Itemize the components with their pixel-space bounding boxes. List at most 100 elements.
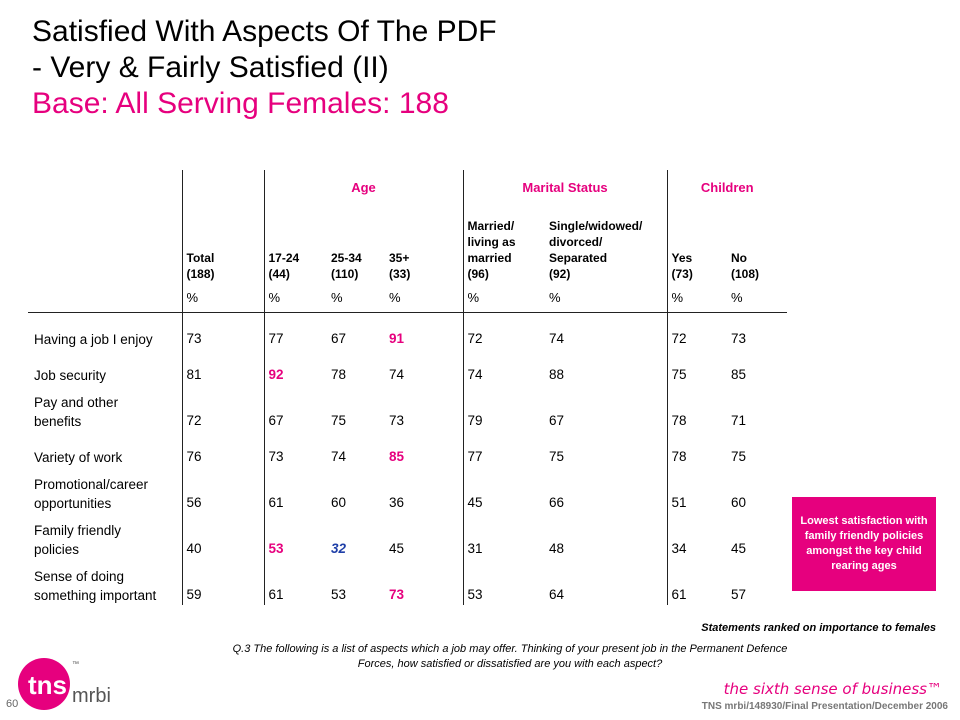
page-number: 60 (6, 698, 19, 710)
col-header-line: (92) (549, 267, 571, 281)
group-children: Children (666, 170, 787, 204)
table-cell: 60 (727, 467, 787, 513)
slide-title: Satisfied With Aspects Of The PDF - Very… (32, 14, 932, 122)
table-cell: 31 (462, 512, 545, 559)
cell-value: 31 (467, 540, 483, 556)
cell-value: 74 (467, 366, 483, 382)
table-cell: 57 (727, 559, 787, 605)
pct-label: % (327, 282, 385, 313)
table-row: Sense of doing something important 59 61 53 7… (28, 558, 787, 605)
cell-value: 61 (268, 586, 284, 602)
cell-value: 34 (671, 540, 687, 556)
table-cell: 75 (545, 431, 667, 467)
row-label-line: something important (34, 587, 157, 603)
title-base: Base: All Serving Females: 188 (32, 87, 449, 120)
col-header-line: (108) (731, 267, 760, 281)
logo-mrbi-text: mrbi (72, 685, 111, 707)
table-cell: 64 (545, 559, 667, 605)
col-header-line: (110) (331, 267, 359, 281)
cell-value: 73 (389, 586, 405, 602)
row-label: Having a job I enjoy (28, 313, 182, 349)
cell-value: 78 (331, 366, 347, 382)
table-cell: 76 (181, 430, 264, 467)
satisfaction-table: Age Marital Status Children Total (188) 1… (28, 170, 787, 605)
cell-value: 56 (186, 494, 202, 510)
cell-value: 67 (268, 412, 284, 428)
cell-value: 73 (731, 330, 747, 346)
cell-value: 66 (549, 494, 565, 510)
logo-tns-text: tns (28, 670, 67, 700)
pct-label: % (385, 282, 463, 313)
col-header-line: (33) (389, 267, 411, 281)
row-label-line: Sense of doing (34, 568, 125, 584)
table-cell: 75 (666, 348, 727, 385)
table-row: Pay and other benefits 72 67 75 73 79 67 78 71 (28, 384, 787, 431)
percent-row: % % % % % % % % (28, 282, 787, 313)
row-label: Family friendly policies (28, 513, 182, 559)
tagline: the sixth sense of business™ (723, 680, 942, 698)
table-cell: 61 (263, 558, 327, 605)
table-cell: 73 (263, 430, 327, 467)
col-header-line: married (467, 251, 512, 265)
col-header-line: (44) (268, 267, 290, 281)
row-label-line: Pay and other (34, 394, 119, 410)
cell-value: 45 (467, 494, 483, 510)
pct-label: % (727, 282, 787, 313)
table-cell: 53 (263, 512, 327, 559)
table-cell: 67 (263, 384, 327, 431)
table-row: Family friendly policies 40 53 32 45 31 48 34 45 (28, 512, 787, 559)
row-label: Job security (28, 349, 182, 385)
col-header-line: Single/widowed/ (549, 219, 643, 233)
row-label: Sense of doing something important (28, 559, 182, 605)
question-text: Q.3 The following is a list of aspects w… (232, 643, 788, 670)
table-cell: 73 (727, 313, 787, 349)
cell-value: 67 (549, 412, 565, 428)
cell-value: 75 (331, 412, 347, 428)
row-label-line: policies (34, 541, 80, 557)
table-cell: 73 (385, 559, 463, 605)
column-header-row: Total (188) 17-24 (44) 25-34 (110) 35+ (33) … (28, 204, 787, 282)
cell-value: 92 (268, 366, 284, 382)
pct-label: % (263, 282, 327, 313)
table-cell: 74 (327, 431, 385, 467)
cell-value: 77 (268, 330, 284, 346)
cell-value: 67 (331, 330, 347, 346)
cell-value: 78 (671, 412, 687, 428)
row-label-line: Variety of work (34, 449, 123, 465)
cell-value: 74 (331, 448, 347, 464)
cell-value: 88 (549, 366, 565, 382)
col-age-25-34: 25-34 (110) (327, 204, 385, 282)
cell-value: 72 (467, 330, 483, 346)
table-row: Promotional/career opportunities 56 61 60 36 4… (28, 466, 787, 513)
cell-value: 76 (186, 448, 202, 464)
cell-value: 51 (671, 494, 687, 510)
footer-reference: TNS mrbi/148930/Final Presentation/Decem… (701, 701, 948, 712)
cell-value: 77 (467, 448, 483, 464)
cell-value: 45 (389, 540, 405, 556)
cell-value: 57 (731, 586, 747, 602)
row-label-line: Promotional/career (34, 476, 149, 492)
col-header-line: 25-34 (331, 251, 362, 265)
table-cell: 59 (181, 558, 264, 605)
row-label: Promotional/career opportunities (28, 467, 182, 513)
table-cell: 56 (181, 466, 264, 513)
table-cell: 48 (545, 513, 667, 559)
cell-value: 59 (186, 586, 202, 602)
table-cell: 74 (545, 313, 667, 349)
table-cell: 73 (385, 385, 463, 431)
col-single: Single/widowed/divorced/Separated (92) (545, 204, 667, 282)
cell-value: 85 (731, 366, 747, 382)
col-header-line: (96) (467, 267, 489, 281)
table-cell: 85 (385, 431, 463, 467)
table-cell: 77 (462, 430, 545, 467)
table-cell: 53 (327, 559, 385, 605)
cell-value: 53 (268, 540, 284, 556)
tns-mrbi-logo: tns ™ mrbi (14, 652, 124, 715)
cell-value: 71 (731, 412, 747, 428)
cell-value: 60 (731, 494, 747, 510)
table-cell: 72 (666, 312, 727, 349)
pct-label: % (545, 282, 667, 313)
col-header-line: (73) (671, 267, 693, 281)
cell-value: 74 (389, 366, 405, 382)
table-cell: 81 (181, 348, 264, 385)
